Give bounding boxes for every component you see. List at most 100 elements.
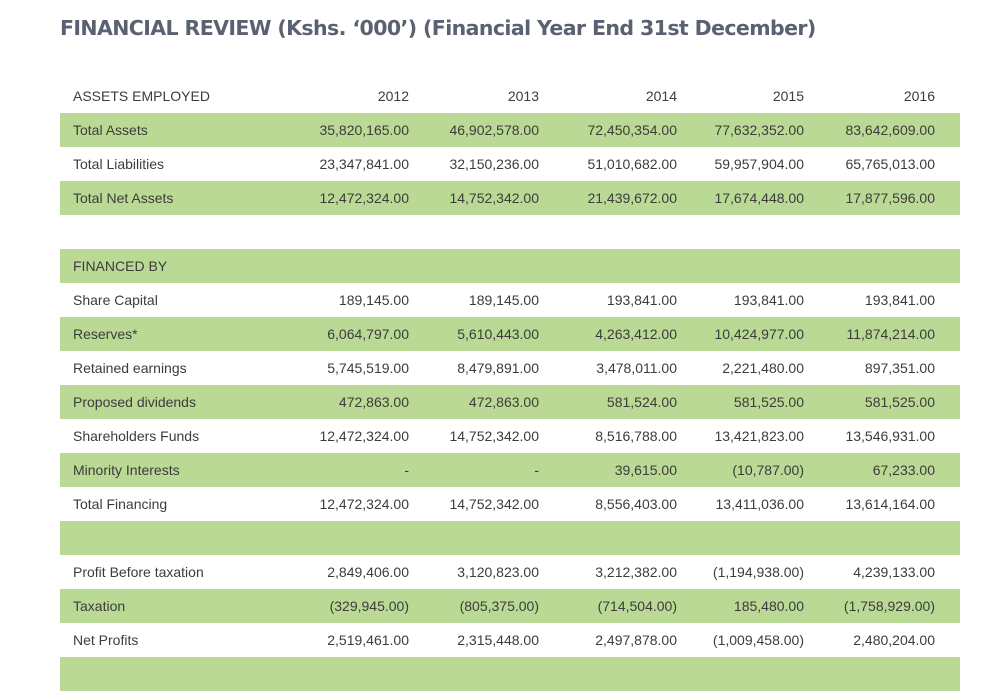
spacer-row	[60, 215, 960, 249]
row-label: Total Assets	[73, 122, 148, 138]
section-label: ASSETS EMPLOYED	[73, 88, 210, 104]
row-label: Total Liabilities	[73, 156, 165, 172]
value-cell: 35,820,165.00	[319, 122, 409, 138]
value-cell: 3,478,011.00	[596, 360, 677, 376]
value-cell: 4,263,412.00	[595, 326, 677, 342]
value-cell: 65,765,013.00	[845, 156, 935, 172]
value-cell: 8,516,788.00	[595, 428, 677, 444]
value-cell: 13,421,823.00	[714, 428, 804, 444]
value-cell: 2,497,878.00	[595, 632, 677, 648]
value-cell: 5,745,519.00	[327, 360, 409, 376]
row-label: Reserves*	[73, 326, 138, 342]
value-cell: 4,239,133.00	[853, 564, 935, 580]
value-cell: 59,957,904.00	[714, 156, 804, 172]
value-cell: 77,632,352.00	[714, 122, 804, 138]
value-cell: 17,674,448.00	[714, 190, 804, 206]
value-cell: 83,642,609.00	[845, 122, 935, 138]
value-cell: 581,524.00	[606, 394, 677, 410]
value-cell: 13,546,931.00	[845, 428, 935, 444]
value-cell: 8,479,891.00	[457, 360, 539, 376]
section-label: FINANCED BY	[73, 258, 168, 274]
value-cell: 189,145.00	[468, 292, 539, 308]
row-label: Taxation	[73, 598, 126, 614]
value-cell: 14,752,342.00	[449, 190, 539, 206]
value-cell: 32,150,236.00	[449, 156, 539, 172]
table-row: Profit Before taxation 2,849,406.00 3,120,…	[60, 555, 960, 589]
value-cell: 581,525.00	[733, 394, 804, 410]
table-row: Net Profits 2,519,461.00 2,315,448.00 2,497…	[60, 623, 960, 657]
table-header-row: ASSETS EMPLOYED 2012 2013 2014 2015 2016	[60, 79, 960, 113]
spacer-row	[60, 657, 960, 691]
year-column-header: 2015	[772, 88, 804, 104]
table-row: Minority Interests - - 39,615.00 (10,787.00)…	[60, 453, 960, 487]
value-cell: 17,877,596.00	[845, 190, 935, 206]
value-cell: 185,480.00	[733, 598, 804, 614]
value-cell: (805,375.00)	[459, 598, 539, 614]
value-cell: 13,614,164.00	[845, 496, 935, 512]
row-label: Share Capital	[73, 292, 158, 308]
year-column-header: 2012	[377, 88, 409, 104]
value-cell: 3,120,823.00	[457, 564, 539, 580]
value-cell: -	[534, 462, 539, 478]
value-cell: 14,752,342.00	[449, 428, 539, 444]
value-cell: (10,787.00)	[732, 462, 804, 478]
row-label: Retained earnings	[73, 360, 187, 376]
value-cell: 2,849,406.00	[327, 564, 409, 580]
value-cell: 193,841.00	[606, 292, 677, 308]
value-cell: (1,009,458.00)	[712, 632, 804, 648]
value-cell: 67,233.00	[872, 462, 935, 478]
value-cell: (1,194,938.00)	[712, 564, 804, 580]
table-row: Total Net Assets 12,472,324.00 14,752,342.…	[60, 181, 960, 215]
value-cell: 581,525.00	[864, 394, 935, 410]
table-row: Total Assets 35,820,165.00 46,902,578.00 72…	[60, 113, 960, 147]
row-label: Total Financing	[73, 496, 168, 512]
table-row: Total Financing 12,472,324.00 14,752,342.0…	[60, 487, 960, 521]
value-cell: 2,519,461.00	[327, 632, 409, 648]
value-cell: 472,863.00	[468, 394, 539, 410]
value-cell: 472,863.00	[338, 394, 409, 410]
row-label: Shareholders Funds	[73, 428, 200, 444]
value-cell: 193,841.00	[733, 292, 804, 308]
value-cell: 6,064,797.00	[327, 326, 409, 342]
row-label: Net Profits	[73, 632, 139, 648]
value-cell: 193,841.00	[864, 292, 935, 308]
value-cell: 23,347,841.00	[319, 156, 409, 172]
row-label: Total Net Assets	[73, 190, 174, 206]
value-cell: 12,472,324.00	[319, 428, 409, 444]
value-cell: 189,145.00	[338, 292, 409, 308]
table-row: Taxation (329,945.00) (805,375.00) (714,504…	[60, 589, 960, 623]
year-column-header: 2016	[903, 88, 935, 104]
value-cell: 12,472,324.00	[319, 496, 409, 512]
value-cell: 46,902,578.00	[449, 122, 539, 138]
value-cell: 13,411,036.00	[715, 496, 805, 512]
table-row: Total Liabilities 23,347,841.00 32,150,236…	[60, 147, 960, 181]
table-row: Share Capital 189,145.00 189,145.00 193,841…	[60, 283, 960, 317]
value-cell: 8,556,403.00	[595, 496, 677, 512]
page-title: FINANCIAL REVIEW (Kshs. ‘000’) (Financia…	[60, 16, 816, 40]
value-cell: 2,221,480.00	[722, 360, 804, 376]
table-row: Proposed dividends 472,863.00 472,863.00 58…	[60, 385, 960, 419]
row-label: Minority Interests	[73, 462, 180, 478]
year-column-header: 2014	[645, 88, 677, 104]
financial-review-table: ASSETS EMPLOYED 2012 2013 2014 2015 2016 Total…	[60, 79, 960, 691]
value-cell: 5,610,443.00	[457, 326, 539, 342]
table-row: Retained earnings 5,745,519.00 8,479,891.0…	[60, 351, 960, 385]
value-cell: (1,758,929.00)	[843, 598, 935, 614]
value-cell: 2,315,448.00	[457, 632, 539, 648]
row-label: Profit Before taxation	[73, 564, 204, 580]
value-cell: -	[404, 462, 409, 478]
spacer-row	[60, 521, 960, 555]
value-cell: 14,752,342.00	[449, 496, 539, 512]
row-label: Proposed dividends	[73, 394, 196, 410]
value-cell: 11,874,214.00	[846, 326, 936, 342]
value-cell: 12,472,324.00	[319, 190, 409, 206]
value-cell: 3,212,382.00	[595, 564, 677, 580]
value-cell: 10,424,977.00	[714, 326, 804, 342]
value-cell: 897,351.00	[864, 360, 935, 376]
value-cell: (714,504.00)	[597, 598, 677, 614]
table-row: Reserves* 6,064,797.00 5,610,443.00 4,263,4…	[60, 317, 960, 351]
value-cell: 21,439,672.00	[587, 190, 677, 206]
value-cell: 51,010,682.00	[587, 156, 677, 172]
value-cell: 72,450,354.00	[587, 122, 677, 138]
year-column-header: 2013	[507, 88, 539, 104]
